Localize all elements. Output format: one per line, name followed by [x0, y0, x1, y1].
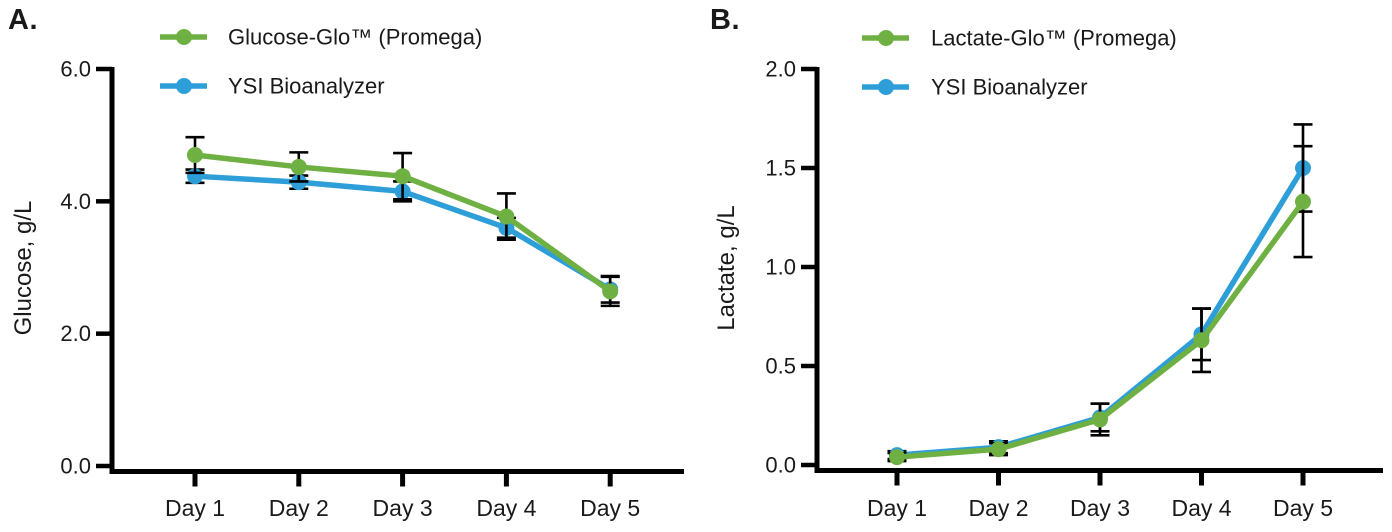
y-tick-label: 1.5 — [765, 156, 796, 181]
legend-label: YSI Bioanalyzer — [228, 74, 385, 99]
panel-a-glucose-chart: 0.0 2.0 4.0 6.0 Glucose, g/L Day 1 Day 2 Day 3 D… — [10, 25, 684, 521]
panel-b-lactate-chart: 0.0 0.5 1.0 1.5 2.0 Lactate, g/L Day 1 Day 2 Day… — [700, 0, 1392, 532]
x-tick-label: Day 5 — [1273, 495, 1333, 521]
data-point — [1092, 411, 1108, 428]
panel-a-label: A. — [8, 4, 38, 36]
data-point — [498, 208, 515, 225]
data-point — [602, 283, 619, 300]
x-tick-label: Day 5 — [580, 495, 640, 521]
x-tick-label: Day 1 — [867, 495, 927, 521]
y-tick-label: 1.0 — [765, 255, 796, 280]
x-tick-label: Day 3 — [373, 495, 433, 521]
legend-marker-dot — [176, 78, 192, 94]
x-tick-label: Day 1 — [165, 495, 225, 521]
y-tick-label: 0.5 — [765, 354, 796, 379]
x-tick-label: Day 4 — [476, 495, 536, 521]
x-tick-label: Day 3 — [1070, 495, 1130, 521]
y-tick-label: 2.0 — [60, 321, 91, 346]
lactate-line-chart-svg: 0.0 0.5 1.0 1.5 2.0 Lactate, g/L Day 1 Day 2 Day… — [713, 26, 1383, 521]
legend-label: Lactate-Glo™ (Promega) — [931, 26, 1177, 51]
y-tick-label: 6.0 — [60, 57, 91, 82]
glucose-line-chart-svg: 0.0 2.0 4.0 6.0 Glucose, g/L Day 1 Day 2 Day 3 D… — [10, 25, 684, 521]
data-point — [1295, 193, 1311, 210]
legend-marker-dot — [176, 29, 192, 45]
y-tick-label: 0.0 — [765, 453, 796, 478]
data-point — [889, 449, 905, 466]
y-tick-label: 2.0 — [765, 57, 796, 82]
legend-marker-dot — [878, 79, 894, 95]
legend-marker-dot — [878, 30, 894, 46]
y-axis-title: Glucose, g/L — [10, 201, 37, 336]
x-tick-label: Day 4 — [1171, 495, 1231, 521]
y-tick-label: 4.0 — [60, 189, 91, 214]
data-point — [394, 168, 411, 185]
y-axis-title: Lactate, g/L — [713, 205, 740, 330]
data-point — [1193, 332, 1210, 349]
data-point — [290, 158, 307, 175]
data-point — [990, 441, 1007, 458]
legend-label: Glucose-Glo™ (Promega) — [228, 25, 482, 50]
x-tick-label: Day 2 — [269, 495, 329, 521]
legend-label: YSI Bioanalyzer — [931, 75, 1088, 100]
panel-b-label: B. — [710, 4, 740, 36]
x-tick-label: Day 2 — [968, 495, 1028, 521]
data-point — [187, 147, 203, 164]
y-tick-label: 0.0 — [60, 454, 91, 479]
